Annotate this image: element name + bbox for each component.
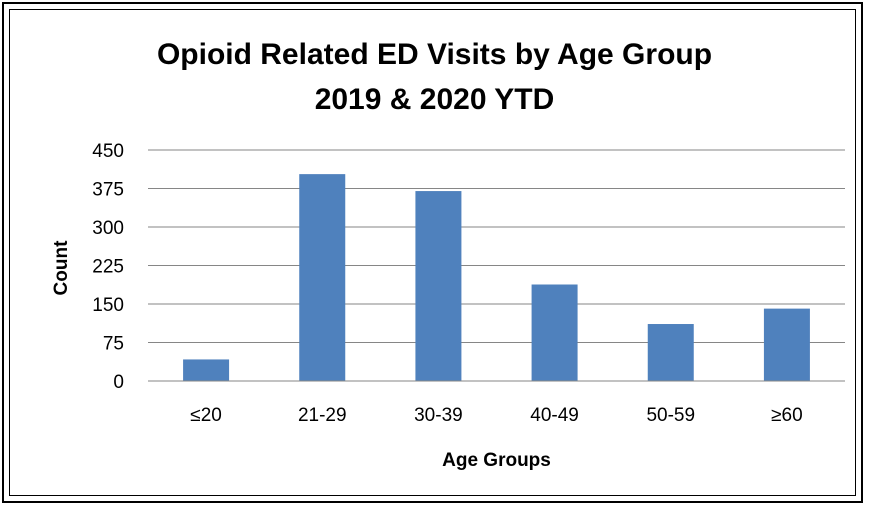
y-tick-label: 75 xyxy=(103,334,124,355)
bars xyxy=(183,174,810,381)
chart-frame-inner-border xyxy=(9,9,856,496)
y-tick-label: 375 xyxy=(92,180,124,201)
y-tick-label: 450 xyxy=(92,141,124,162)
y-axis-ticks: 0 75 150 225 300 375 450 xyxy=(92,141,124,393)
x-tick-label: 50-59 xyxy=(646,405,695,426)
x-tick-label: 40-49 xyxy=(530,405,579,426)
chart-title: Opioid Related ED Visits by Age Group 20… xyxy=(0,32,869,122)
chart-title-line-1: Opioid Related ED Visits by Age Group xyxy=(156,38,713,71)
bar-6 xyxy=(763,308,810,381)
x-tick-label: ≥60 xyxy=(771,405,803,426)
bar-3 xyxy=(415,191,462,381)
gridlines xyxy=(148,149,845,343)
bar-2 xyxy=(299,174,346,381)
x-axis-ticks: ≤20 21-29 30-39 40-49 50-59 ≥60 xyxy=(190,405,802,426)
x-axis-title: Age Groups xyxy=(442,450,551,471)
y-tick-label: 300 xyxy=(92,218,124,239)
chart-title-line-2: 2019 & 2020 YTD xyxy=(314,83,555,116)
y-tick-label: 0 xyxy=(113,372,124,393)
bar-4 xyxy=(531,284,578,381)
x-tick-label: 30-39 xyxy=(414,405,463,426)
bar-1 xyxy=(183,359,230,381)
y-axis-title: Count xyxy=(51,240,72,296)
bar-5 xyxy=(647,324,694,381)
y-tick-label: 225 xyxy=(92,257,124,278)
x-tick-label: 21-29 xyxy=(298,405,347,426)
x-tick-label: ≤20 xyxy=(190,405,222,426)
y-tick-label: 150 xyxy=(92,295,124,316)
